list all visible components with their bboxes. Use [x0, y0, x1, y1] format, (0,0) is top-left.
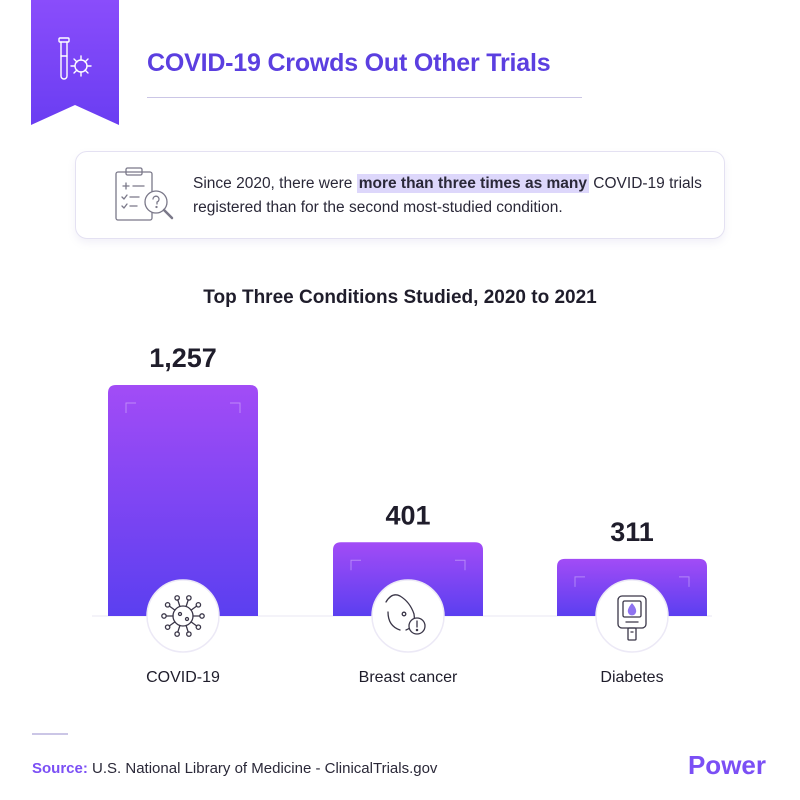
chart-title: Top Three Conditions Studied, 2020 to 20…	[203, 287, 597, 308]
callout-text-before: Since 2020, there were	[193, 175, 357, 192]
callout-highlight: more than three times as many	[356, 174, 589, 193]
category-label: Diabetes	[600, 669, 663, 686]
callout-text: Since 2020, there were more than three t…	[193, 172, 713, 220]
bar-corner-marks	[350, 559, 466, 571]
source-divider	[32, 733, 68, 735]
clipboard-magnifier-icon	[115, 167, 174, 221]
bar-breast-cancer	[333, 542, 483, 616]
value-label: 311	[610, 517, 654, 547]
test-tube-virus-icon	[58, 37, 92, 80]
callout-text-after: COVID-19 trials registered than for the …	[193, 175, 702, 216]
source-text: U.S. National Library of Medicine - Clin…	[92, 760, 438, 777]
source-note: Source: U.S. National Library of Medicin…	[32, 760, 437, 777]
bar-corner-marks	[125, 402, 241, 413]
virus-icon	[161, 595, 205, 637]
icon-circle	[371, 579, 445, 653]
title-divider	[147, 97, 582, 98]
icon-circle	[595, 579, 669, 653]
value-label: 401	[385, 500, 430, 530]
header-ribbon	[31, 0, 119, 125]
breast-cancer-icon	[385, 594, 426, 635]
bar-covid-19	[108, 385, 258, 616]
icon-circle	[146, 579, 220, 653]
category-label: Breast cancer	[359, 669, 458, 686]
source-label: Source:	[32, 760, 88, 777]
page-title: COVID-19 Crowds Out Other Trials	[147, 49, 551, 77]
category-label: COVID-19	[146, 669, 220, 686]
brand-logo: Power	[687, 750, 766, 780]
bar-chart: 1,257 COVID-19 401 Breast cancer 311 Diabetes	[92, 343, 712, 686]
glucose-meter-icon	[617, 595, 647, 641]
bar-corner-marks	[574, 576, 690, 587]
value-label: 1,257	[149, 343, 217, 373]
callout-box: Since 2020, there were more than three t…	[75, 151, 725, 239]
